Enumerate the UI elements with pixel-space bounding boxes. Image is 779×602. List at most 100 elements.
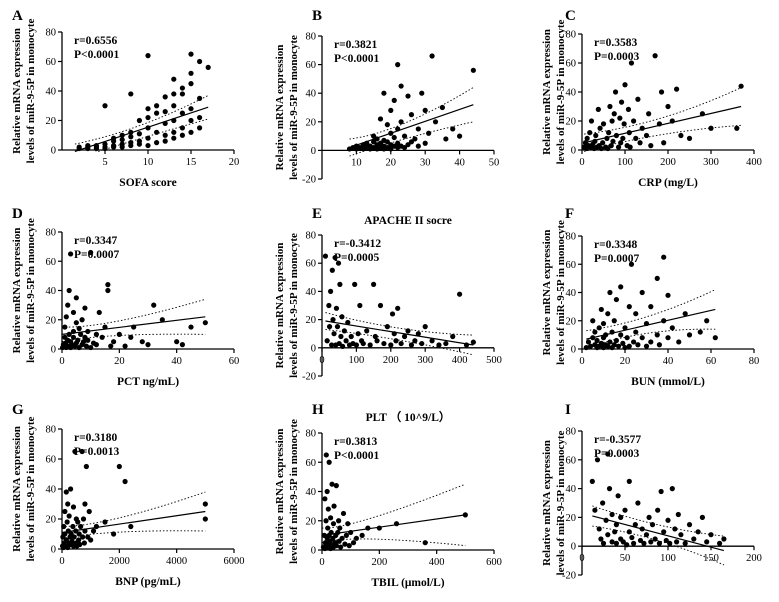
data-point bbox=[663, 537, 669, 544]
data-point bbox=[340, 510, 347, 517]
data-point bbox=[401, 333, 408, 340]
data-point bbox=[656, 121, 663, 127]
chart-panel-c: C 0 20 40 60 80 0 100 200 300 400 CRP (mg/L) Relativ… bbox=[541, 8, 762, 189]
data-point bbox=[658, 488, 664, 495]
data-point bbox=[609, 539, 615, 545]
data-point bbox=[734, 125, 740, 131]
data-point bbox=[624, 335, 630, 341]
y-tick-label: 80 bbox=[306, 32, 317, 43]
data-point bbox=[365, 525, 371, 531]
data-point bbox=[629, 534, 635, 541]
data-point bbox=[415, 331, 421, 337]
data-point bbox=[388, 342, 394, 348]
data-point bbox=[654, 275, 660, 281]
y-axis-label-line1: Relative mRNA expression bbox=[11, 426, 23, 552]
x-tick-label: 200 bbox=[746, 553, 762, 564]
data-point bbox=[393, 338, 399, 344]
data-point bbox=[618, 284, 624, 290]
data-point bbox=[426, 130, 432, 136]
data-point bbox=[139, 339, 145, 345]
data-point bbox=[708, 532, 714, 538]
data-point bbox=[105, 287, 111, 294]
y-tick-label: 0 bbox=[311, 546, 316, 557]
data-point bbox=[162, 109, 168, 115]
data-point bbox=[364, 140, 370, 146]
data-point bbox=[626, 529, 632, 535]
x-axis-label: PLT （ 10^9/L） bbox=[366, 410, 451, 424]
data-point bbox=[588, 118, 595, 124]
data-point bbox=[389, 311, 396, 317]
y-tick-label: 20 bbox=[566, 513, 577, 524]
x-tick-label: 20 bbox=[386, 157, 397, 168]
data-point bbox=[325, 506, 331, 512]
data-point bbox=[658, 89, 665, 95]
data-point bbox=[395, 140, 401, 146]
data-point bbox=[376, 525, 382, 531]
data-point bbox=[429, 53, 435, 59]
y-tick-label: 0 bbox=[571, 146, 576, 157]
data-point bbox=[631, 118, 637, 124]
data-point bbox=[665, 517, 671, 523]
data-point bbox=[439, 104, 445, 111]
data-point bbox=[154, 140, 160, 146]
data-point bbox=[179, 125, 185, 131]
data-point bbox=[93, 342, 99, 348]
y-tick-label: 20 bbox=[566, 117, 577, 128]
data-point bbox=[111, 142, 117, 149]
data-point bbox=[76, 531, 82, 537]
data-point bbox=[401, 144, 408, 151]
data-point bbox=[608, 143, 614, 149]
data-point bbox=[325, 525, 331, 531]
data-point bbox=[643, 532, 650, 538]
y-tick-label: 20 bbox=[46, 315, 57, 326]
plot-area bbox=[592, 505, 725, 566]
correlation-r: r=-0.3577 bbox=[594, 434, 641, 446]
data-point bbox=[88, 344, 94, 351]
data-point bbox=[145, 135, 151, 141]
data-point bbox=[388, 146, 394, 152]
confidence-band-lower bbox=[325, 329, 474, 356]
data-point bbox=[391, 97, 397, 103]
data-point bbox=[398, 83, 404, 89]
data-point bbox=[68, 251, 74, 257]
p-value: P=0.0005 bbox=[334, 252, 379, 264]
y-axis-label-line1: Relative mRNA expression bbox=[541, 440, 553, 566]
data-point bbox=[188, 129, 194, 135]
data-point bbox=[377, 302, 384, 309]
y-tick-label: 60 bbox=[306, 60, 317, 71]
data-point bbox=[596, 526, 602, 532]
data-point bbox=[708, 125, 714, 131]
data-point bbox=[622, 344, 628, 351]
data-point bbox=[345, 521, 351, 527]
y-axis-label-line2: levels of miR-9-5P in monocyte bbox=[288, 233, 300, 378]
data-point bbox=[357, 302, 363, 309]
data-point bbox=[391, 331, 397, 337]
data-point bbox=[631, 339, 637, 345]
data-point bbox=[145, 125, 151, 131]
data-point bbox=[326, 459, 332, 465]
data-point bbox=[324, 338, 330, 344]
x-tick-label: 80 bbox=[749, 356, 760, 367]
data-point bbox=[145, 106, 151, 112]
data-point bbox=[76, 144, 82, 150]
data-point bbox=[470, 339, 476, 345]
confidence-band-upper bbox=[586, 289, 716, 332]
data-point bbox=[405, 142, 411, 148]
data-point bbox=[415, 126, 421, 132]
data-point bbox=[384, 122, 390, 128]
data-point bbox=[639, 125, 645, 131]
data-point bbox=[348, 333, 354, 340]
data-point bbox=[324, 488, 330, 495]
data-point bbox=[323, 452, 329, 458]
data-point bbox=[205, 64, 211, 70]
x-tick-label: 50 bbox=[489, 157, 500, 168]
data-point bbox=[697, 329, 703, 335]
data-point bbox=[607, 339, 613, 345]
data-point bbox=[656, 540, 663, 546]
data-point bbox=[721, 536, 727, 542]
data-point bbox=[337, 281, 343, 287]
data-point bbox=[119, 141, 125, 147]
data-point bbox=[609, 511, 615, 518]
data-point bbox=[637, 537, 644, 544]
